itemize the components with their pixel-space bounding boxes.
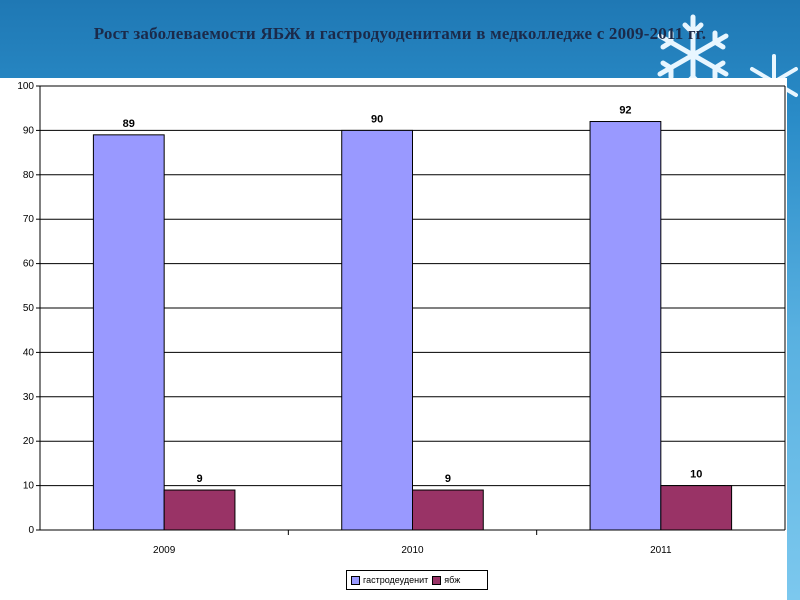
data-label: 89 [123, 118, 135, 130]
y-tick-label: 90 [23, 125, 35, 136]
data-label: 90 [371, 113, 383, 125]
y-tick-label: 50 [23, 303, 35, 314]
bar-series-2 [163, 489, 236, 531]
y-tick-label: 80 [23, 170, 35, 181]
legend-swatch-series-2 [432, 575, 442, 585]
legend-swatch-series-1 [351, 575, 360, 585]
bar-series-1 [92, 134, 165, 531]
bar-series-2 [660, 485, 733, 531]
legend-label-series-2: ябж [444, 575, 461, 585]
y-tick-label: 70 [23, 214, 35, 225]
y-tick-label: 0 [28, 525, 34, 536]
x-tick-label: 2011 [650, 545, 672, 556]
slide-title: Рост заболеваемости ЯБЖ и гастродуоденит… [93, 24, 707, 43]
bar-chart: 0 10 20 30 40 50 60 70 80 90 100 89 9 2009 90 9 2010 92 10… [17, 81, 786, 556]
legend-label-series-1: гастродеуденит [363, 575, 429, 585]
bar-series-1 [589, 121, 662, 531]
y-tick-label: 100 [17, 81, 34, 92]
chart-legend: гастродеуденит ябж [346, 570, 488, 590]
data-label: 10 [690, 469, 702, 481]
y-tick-label: 20 [23, 436, 35, 447]
data-label: 92 [619, 105, 631, 117]
chart-area: 0 10 20 30 40 50 60 70 80 90 100 89 9 2009 90 9 2010 92 10… [0, 78, 787, 600]
x-tick-label: 2010 [401, 545, 424, 556]
bar-series-1 [341, 129, 414, 531]
y-tick-label: 60 [23, 259, 35, 270]
y-tick-label: 10 [23, 481, 35, 492]
legend-item-series-1: гастродеуденит [351, 575, 428, 585]
data-label: 9 [196, 473, 202, 485]
x-tick-label: 2009 [153, 545, 176, 556]
data-label: 9 [445, 473, 451, 485]
legend-item-series-2: ябж [432, 575, 460, 585]
y-tick-label: 30 [23, 392, 35, 403]
bar-series-2 [412, 489, 484, 531]
y-tick-label: 40 [23, 347, 35, 358]
